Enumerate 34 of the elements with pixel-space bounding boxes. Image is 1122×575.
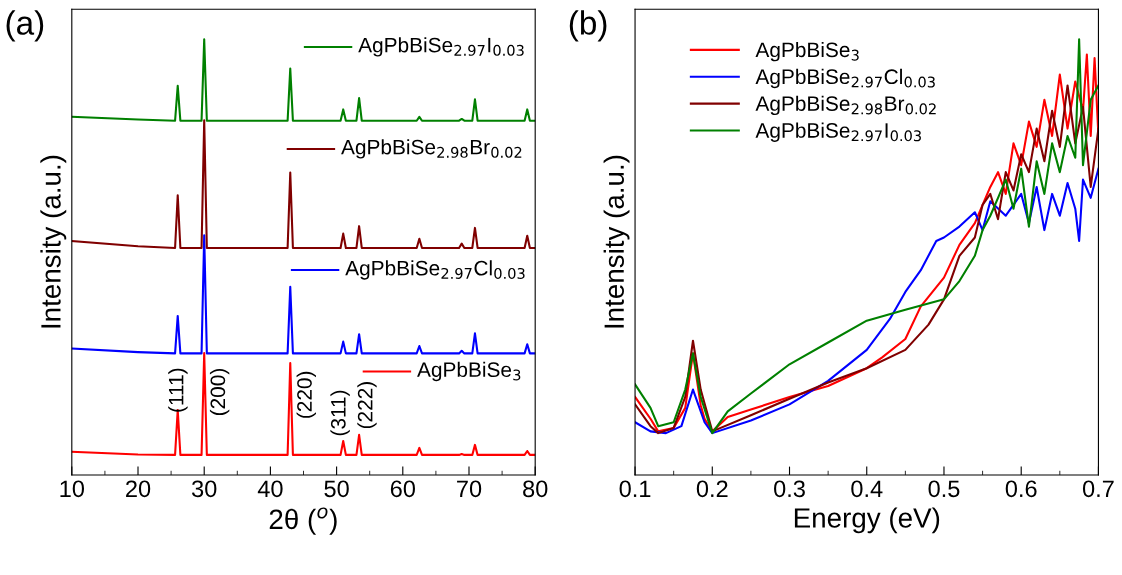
x-tick-label: 80 <box>523 480 548 498</box>
annotation: (220) <box>296 371 316 418</box>
x-tick-label: 0.4 <box>851 480 883 498</box>
legend-label: AgPbBiSe$_{2.98}$Br$_{0.02}$ <box>755 95 936 116</box>
y-axis-title: Intensity (a.u.) <box>40 155 67 328</box>
annotation: (111) <box>168 368 188 412</box>
x-axis-title: 2θ ($^{o}$) <box>269 507 337 535</box>
legend-label: AgPbBiSe$_{2.97}$Cl$_{0.03}$ <box>755 68 935 89</box>
x-tick-label: 50 <box>324 480 349 498</box>
x-tick-label: 70 <box>457 480 482 498</box>
legend-label: AgPbBiSe$_{2.97}$I$_{0.03}$ <box>358 37 524 57</box>
x-tick-label: 40 <box>257 480 283 498</box>
legend-label: AgPbBiSe$_{3}$ <box>755 41 859 62</box>
legend-label: AgPbBiSe$_{2.97}$I$_{0.03}$ <box>755 122 921 142</box>
x-tick-label: 0.3 <box>774 480 805 498</box>
x-tick-label: 0.5 <box>928 480 960 498</box>
x-tick-label: 0.6 <box>1005 480 1037 498</box>
legend-label: AgPbBiSe$_{2.98}$Br$_{0.02}$ <box>341 139 522 159</box>
x-tick-label: 20 <box>126 480 151 498</box>
annotation: (311) <box>330 390 350 436</box>
x-tick-label: 0.1 <box>619 480 651 498</box>
y-axis-title: Intensity (a.u.) <box>603 155 630 328</box>
legend-label: AgPbBiSe$_{2.97}$Cl$_{0.03}$ <box>345 260 525 280</box>
legend-label: AgPbBiSe$_{3}$ <box>417 361 521 382</box>
x-axis-title: Energy (eV) <box>794 507 940 534</box>
annotation: (222) <box>357 382 377 429</box>
x-tick-label: 30 <box>191 480 217 498</box>
x-tick-label: 0.7 <box>1082 480 1114 498</box>
x-tick-label: 60 <box>390 480 416 498</box>
text: (b) <box>569 10 607 42</box>
text: (a) <box>6 10 44 42</box>
x-tick-label: 10 <box>60 480 85 498</box>
x-tick-label: 0.2 <box>696 480 728 498</box>
annotation: (200) <box>209 369 230 416</box>
